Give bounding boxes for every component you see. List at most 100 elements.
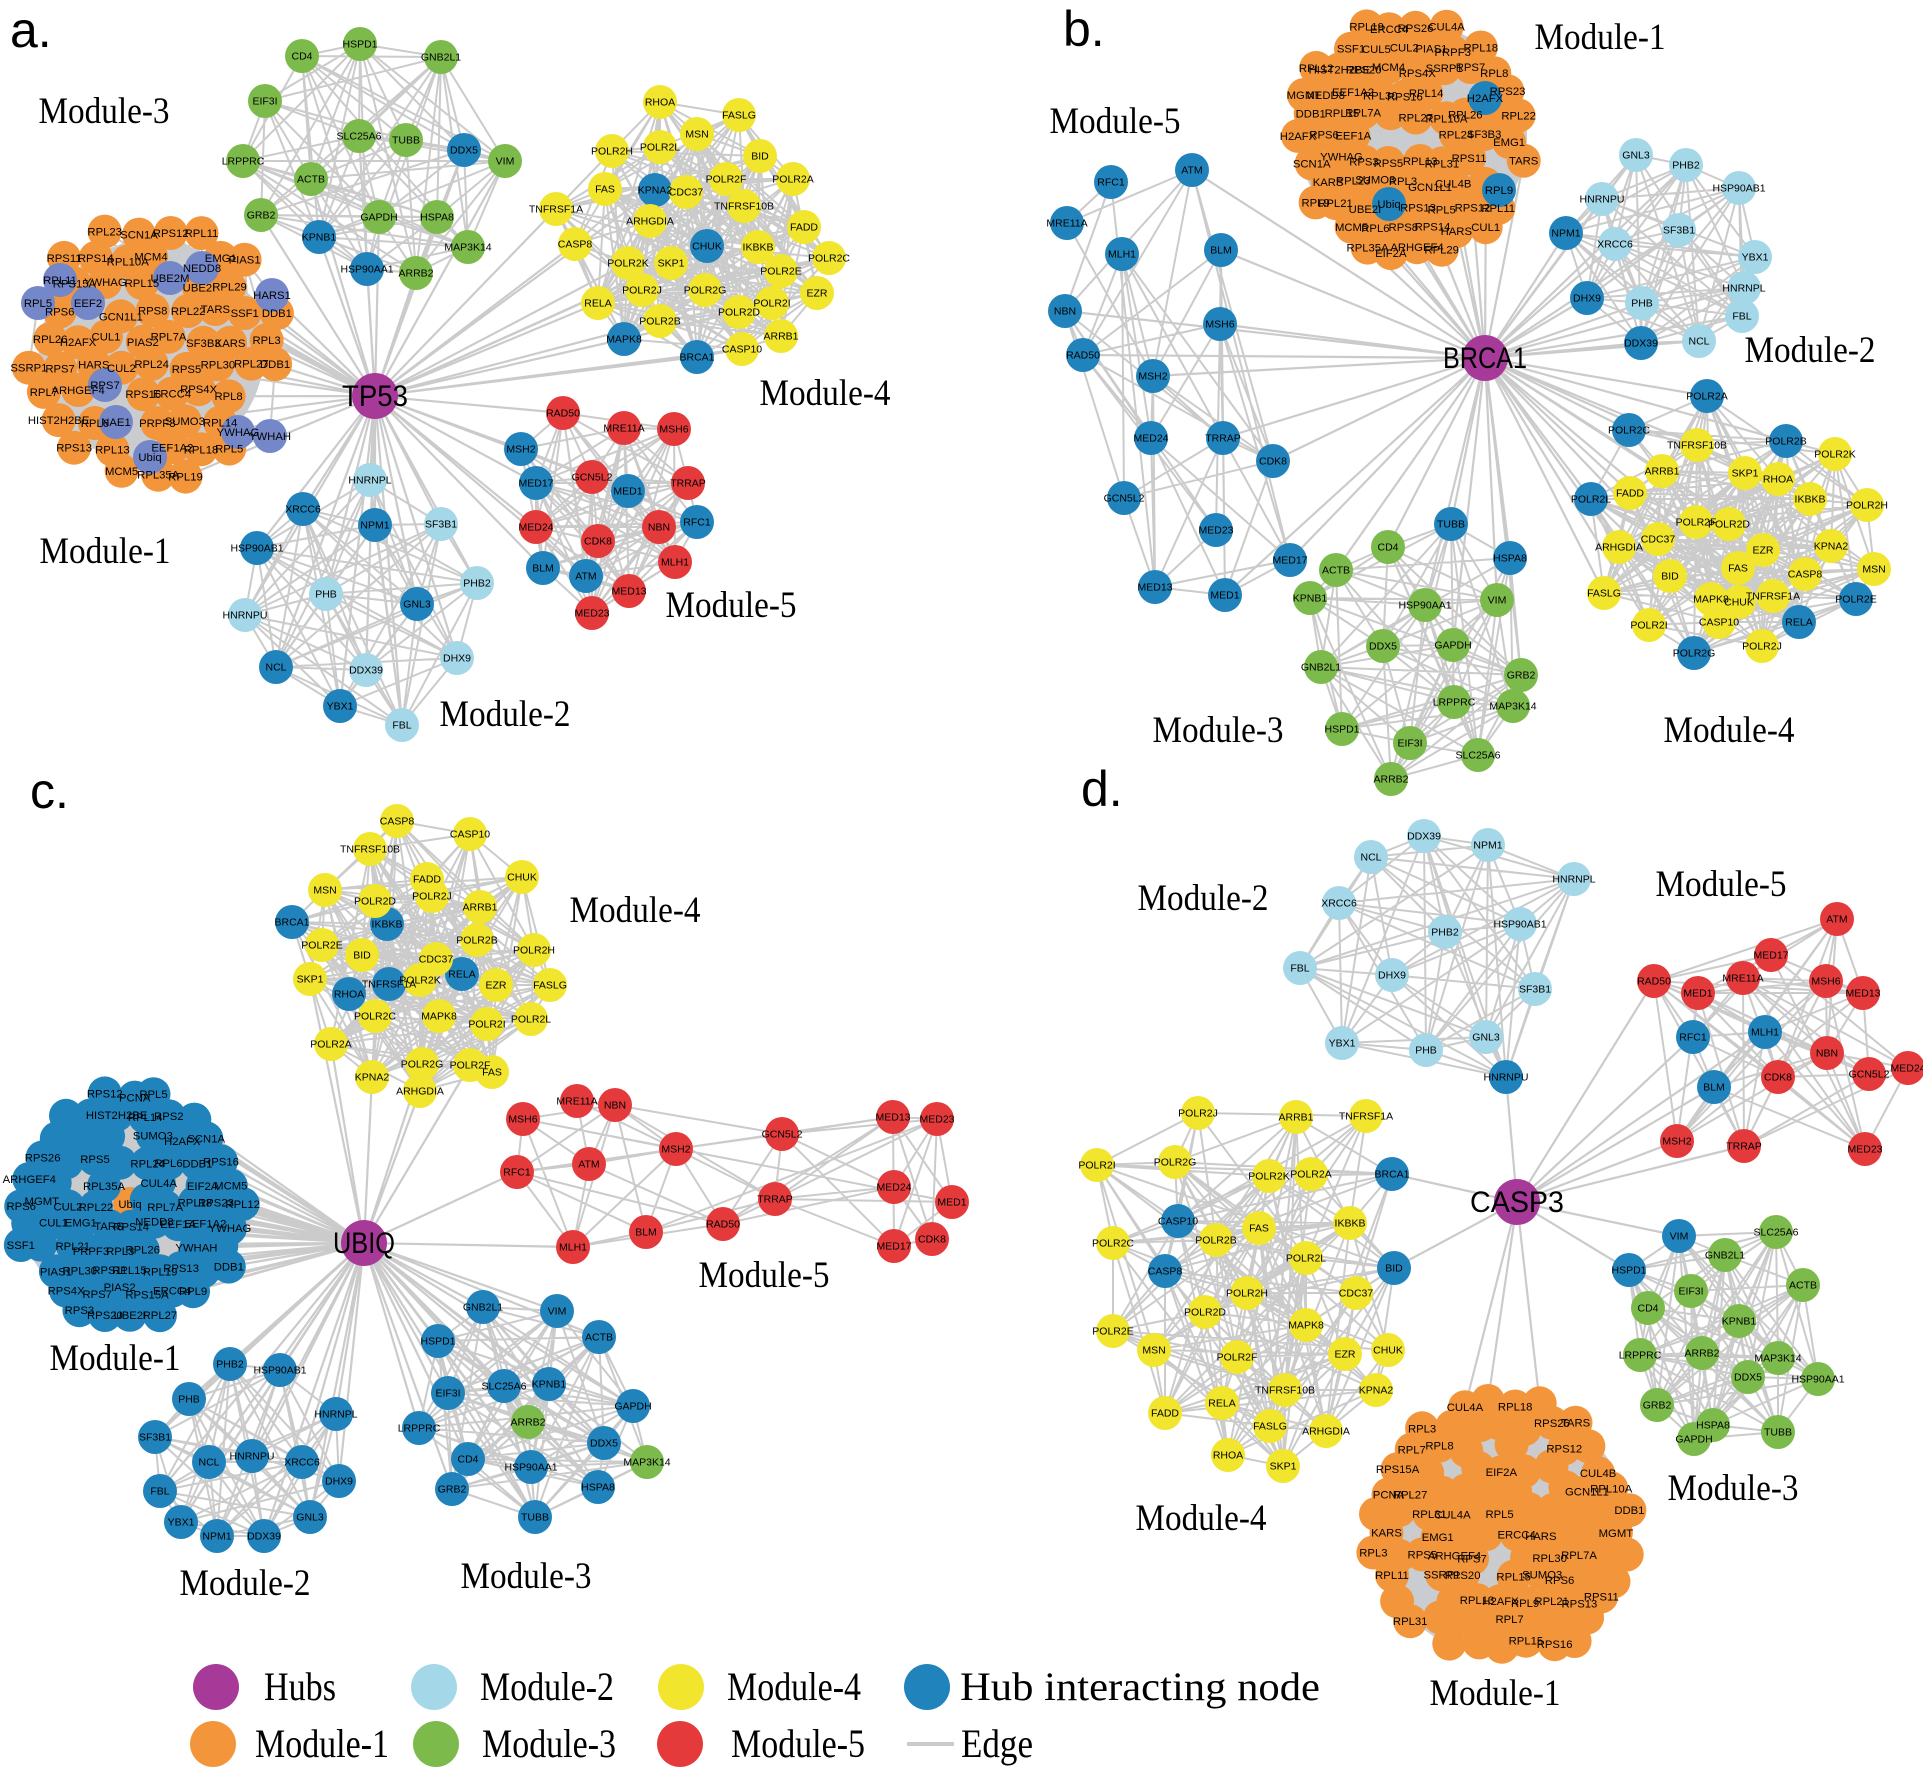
svg-text:RHOA: RHOA <box>334 989 364 1001</box>
svg-text:ARRB2: ARRB2 <box>1373 774 1408 786</box>
svg-text:RAD50: RAD50 <box>1066 350 1100 362</box>
svg-text:ACTB: ACTB <box>585 1332 613 1344</box>
svg-text:RELA: RELA <box>584 298 611 310</box>
svg-text:POLR2A: POLR2A <box>772 174 813 186</box>
svg-text:RPL26: RPL26 <box>1448 110 1483 122</box>
svg-text:GCN1L1: GCN1L1 <box>1408 182 1452 194</box>
svg-text:POLR2C: POLR2C <box>1608 425 1650 437</box>
svg-text:MCM5: MCM5 <box>214 1181 247 1193</box>
svg-text:RPL6: RPL6 <box>81 418 109 430</box>
svg-text:POLR2I: POLR2I <box>1630 620 1667 632</box>
svg-text:POLR2F: POLR2F <box>1676 517 1717 529</box>
svg-text:RPL5: RPL5 <box>24 298 52 310</box>
svg-text:H2AFX: H2AFX <box>1280 131 1317 143</box>
svg-text:CUL4A: CUL4A <box>1434 1509 1471 1521</box>
svg-text:PRPF3: PRPF3 <box>73 1246 109 1258</box>
svg-text:SLC25A6: SLC25A6 <box>1754 1227 1799 1239</box>
svg-text:ARRB1: ARRB1 <box>1644 466 1679 478</box>
svg-text:TRRAP: TRRAP <box>1205 433 1241 445</box>
svg-text:Ubiq: Ubiq <box>118 1199 141 1211</box>
svg-text:HSP90AB1: HSP90AB1 <box>253 1365 306 1377</box>
svg-text:RPL10A: RPL10A <box>1425 113 1468 125</box>
svg-text:CUL4A: CUL4A <box>140 1178 177 1190</box>
svg-text:YBX1: YBX1 <box>327 701 354 713</box>
svg-text:RPL30: RPL30 <box>201 359 236 371</box>
svg-text:GCN1L1: GCN1L1 <box>1565 1487 1609 1499</box>
svg-text:Module-1: Module-1 <box>1535 17 1666 58</box>
svg-text:CASP10: CASP10 <box>1699 617 1739 629</box>
svg-text:POLR2D: POLR2D <box>354 896 396 908</box>
svg-text:RPS4X: RPS4X <box>48 1286 86 1298</box>
svg-text:FADD: FADD <box>413 874 441 886</box>
svg-text:TNFRSF10B: TNFRSF10B <box>1667 440 1727 452</box>
svg-text:PHB2: PHB2 <box>1431 927 1459 939</box>
svg-text:POLR2K: POLR2K <box>1814 449 1855 461</box>
svg-text:RPL8: RPL8 <box>1480 68 1508 80</box>
svg-text:RPL19: RPL19 <box>168 472 203 484</box>
svg-text:CDC37: CDC37 <box>1641 534 1676 546</box>
svg-text:FAS: FAS <box>482 1067 502 1079</box>
svg-text:POLR2H: POLR2H <box>513 945 555 957</box>
svg-text:KARS: KARS <box>215 338 246 350</box>
svg-text:HSP90AA1: HSP90AA1 <box>1791 1374 1844 1386</box>
svg-text:EIF2A: EIF2A <box>1486 1467 1518 1479</box>
svg-text:EIF2A: EIF2A <box>1375 248 1407 260</box>
svg-text:EEF1A: EEF1A <box>160 1219 196 1231</box>
svg-text:NPM1: NPM1 <box>202 1531 231 1543</box>
svg-text:POLR2L: POLR2L <box>1571 494 1611 506</box>
svg-text:POLR2D: POLR2D <box>718 307 760 319</box>
svg-text:ATM: ATM <box>578 1159 599 1171</box>
svg-text:FASLG: FASLG <box>1253 1421 1287 1433</box>
svg-text:ACTB: ACTB <box>1789 1280 1817 1292</box>
svg-text:NBN: NBN <box>1054 306 1076 318</box>
svg-text:EZR: EZR <box>486 980 507 992</box>
svg-text:GNL3: GNL3 <box>1622 150 1650 162</box>
svg-text:DDX39: DDX39 <box>349 665 383 677</box>
svg-text:POLR2J: POLR2J <box>622 285 662 297</box>
svg-text:MED13: MED13 <box>1137 582 1172 594</box>
svg-text:RPS13: RPS13 <box>1562 1598 1598 1610</box>
svg-text:c.: c. <box>30 763 69 819</box>
svg-text:NAE1: NAE1 <box>101 417 131 429</box>
svg-text:HSPD1: HSPD1 <box>1611 1265 1646 1277</box>
svg-text:XRCC6: XRCC6 <box>285 504 321 516</box>
svg-text:CDK8: CDK8 <box>1764 1072 1792 1084</box>
svg-text:HSP90AB1: HSP90AB1 <box>230 543 283 555</box>
svg-text:ACTB: ACTB <box>297 174 325 186</box>
svg-text:RPS4X: RPS4X <box>180 384 218 396</box>
svg-text:EMG1: EMG1 <box>205 253 237 265</box>
svg-text:SF3B1: SF3B1 <box>425 519 457 531</box>
svg-text:RPL7A: RPL7A <box>151 332 187 344</box>
svg-text:MSH2: MSH2 <box>661 1144 690 1156</box>
svg-text:UBIQ: UBIQ <box>333 1227 395 1260</box>
svg-text:SF3B1: SF3B1 <box>139 1432 171 1444</box>
svg-text:NCL: NCL <box>1360 852 1381 864</box>
svg-text:MRE11A: MRE11A <box>1046 218 1087 230</box>
svg-text:BLM: BLM <box>1210 245 1232 257</box>
svg-text:ATM: ATM <box>1826 914 1847 926</box>
svg-text:FBL: FBL <box>1732 311 1751 323</box>
svg-text:POLR2E: POLR2E <box>1092 1326 1133 1338</box>
svg-text:DDB1: DDB1 <box>262 308 292 320</box>
svg-text:RPL18: RPL18 <box>178 1198 213 1210</box>
svg-text:GCN5L2: GCN5L2 <box>1849 1069 1890 1081</box>
svg-text:SUMO3: SUMO3 <box>1522 1569 1562 1581</box>
svg-text:RPL22: RPL22 <box>1501 111 1536 123</box>
svg-text:POLR2C: POLR2C <box>808 253 850 265</box>
svg-text:NEDD8: NEDD8 <box>1307 90 1345 102</box>
svg-text:RFC1: RFC1 <box>1679 1032 1707 1044</box>
svg-text:RPL7A: RPL7A <box>1345 107 1381 119</box>
svg-text:RPL21: RPL21 <box>1318 198 1353 210</box>
svg-text:H2AFX: H2AFX <box>1482 1596 1519 1608</box>
svg-text:MLH1: MLH1 <box>559 1242 587 1254</box>
svg-text:RPL15: RPL15 <box>1325 108 1360 120</box>
svg-text:MED17: MED17 <box>1272 555 1307 567</box>
svg-text:HARS: HARS <box>78 359 110 371</box>
svg-text:DHX9: DHX9 <box>1378 970 1406 982</box>
svg-text:HIST2H2BE: HIST2H2BE <box>86 1110 148 1122</box>
svg-text:TUBB: TUBB <box>1437 519 1465 531</box>
svg-text:RPL23: RPL23 <box>1336 176 1371 188</box>
svg-text:RPL26: RPL26 <box>125 1245 160 1257</box>
svg-text:ERCC4: ERCC4 <box>153 1286 191 1298</box>
svg-text:ARRB1: ARRB1 <box>462 902 497 914</box>
